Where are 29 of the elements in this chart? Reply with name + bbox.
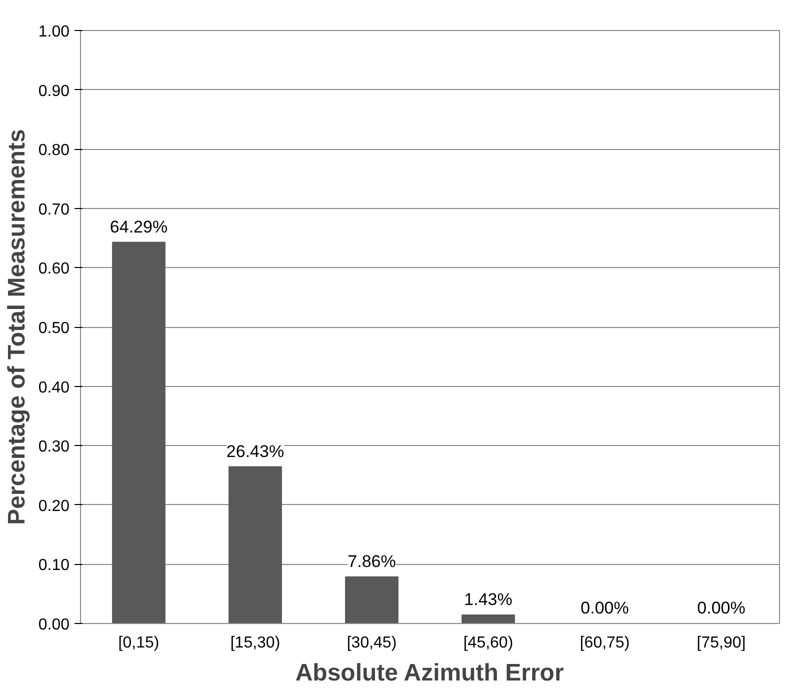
y-tick-label: 0.30 xyxy=(38,438,70,456)
data-label: 26.43% xyxy=(226,442,284,461)
x-tick-label: [45,60) xyxy=(463,634,514,652)
data-label: 7.86% xyxy=(348,552,396,571)
y-axis-title: Percentage of Total Measurements xyxy=(3,129,30,525)
data-label: 0.00% xyxy=(697,598,746,618)
data-label: 0.00% xyxy=(580,598,629,618)
bar xyxy=(112,242,166,624)
y-tick-label: 0.20 xyxy=(38,498,70,515)
y-tick-label: 0.50 xyxy=(38,320,70,337)
bar xyxy=(345,576,398,624)
x-tick-label: [15,30) xyxy=(230,634,280,652)
y-tick-label: 0.60 xyxy=(38,260,70,278)
data-label: 1.43% xyxy=(464,590,512,610)
x-tick-label: [30,45) xyxy=(346,634,397,652)
x-axis-title: Absolute Azimuth Error xyxy=(295,660,564,686)
y-tick-label: 0.10 xyxy=(38,557,70,574)
bar xyxy=(462,614,515,624)
y-tick-label: 0.70 xyxy=(38,201,70,218)
y-tick-label: 0.40 xyxy=(38,379,70,396)
y-tick-label: 0.90 xyxy=(38,82,70,100)
x-tick-label: [0,15) xyxy=(118,634,160,652)
y-tick-label: 0.00 xyxy=(38,616,70,634)
y-tick-label: 0.80 xyxy=(38,142,70,160)
data-label: 64.29% xyxy=(110,217,168,236)
x-tick-label: [60,75) xyxy=(580,634,630,652)
bar xyxy=(228,466,282,624)
y-tick-label: 1.00 xyxy=(38,24,70,40)
x-tick-label: [75,90] xyxy=(696,634,746,652)
